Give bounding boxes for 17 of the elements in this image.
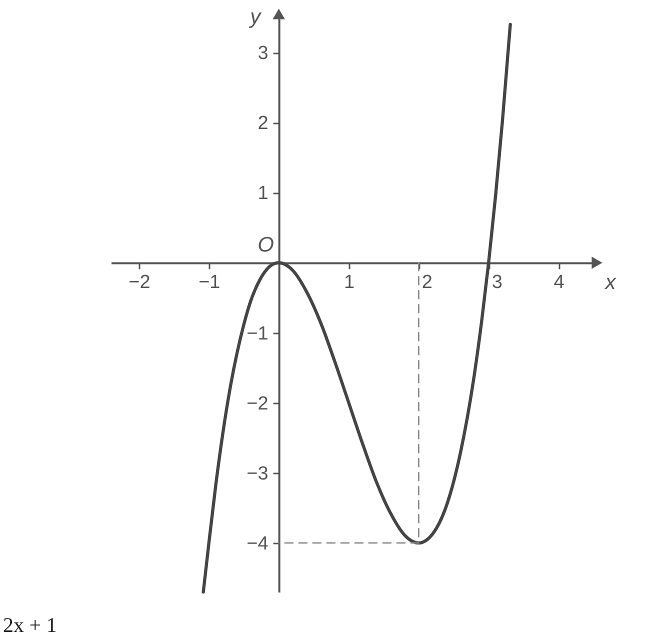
y-tick-label: 3 xyxy=(258,43,268,64)
x-tick-label: −1 xyxy=(198,272,220,294)
x-tick-label: 2 xyxy=(422,272,432,294)
y-tick-label: 1 xyxy=(258,183,268,204)
y-axis-title: y xyxy=(248,6,262,28)
y-tick-label: −4 xyxy=(246,533,269,554)
y-tick-label: −2 xyxy=(246,393,268,414)
y-tick-label: 2 xyxy=(258,113,268,134)
x-tick-label: 1 xyxy=(344,272,355,294)
y-tick-label: −3 xyxy=(246,463,268,484)
x-tick-label: 4 xyxy=(554,272,565,294)
annotation: O xyxy=(258,234,274,257)
text: 2x + 1 xyxy=(3,613,57,637)
x-tick-label: −2 xyxy=(128,272,150,294)
x-axis-title: x xyxy=(604,271,618,294)
x-tick-label: 3 xyxy=(492,272,502,294)
y-tick-label: −1 xyxy=(246,323,268,344)
